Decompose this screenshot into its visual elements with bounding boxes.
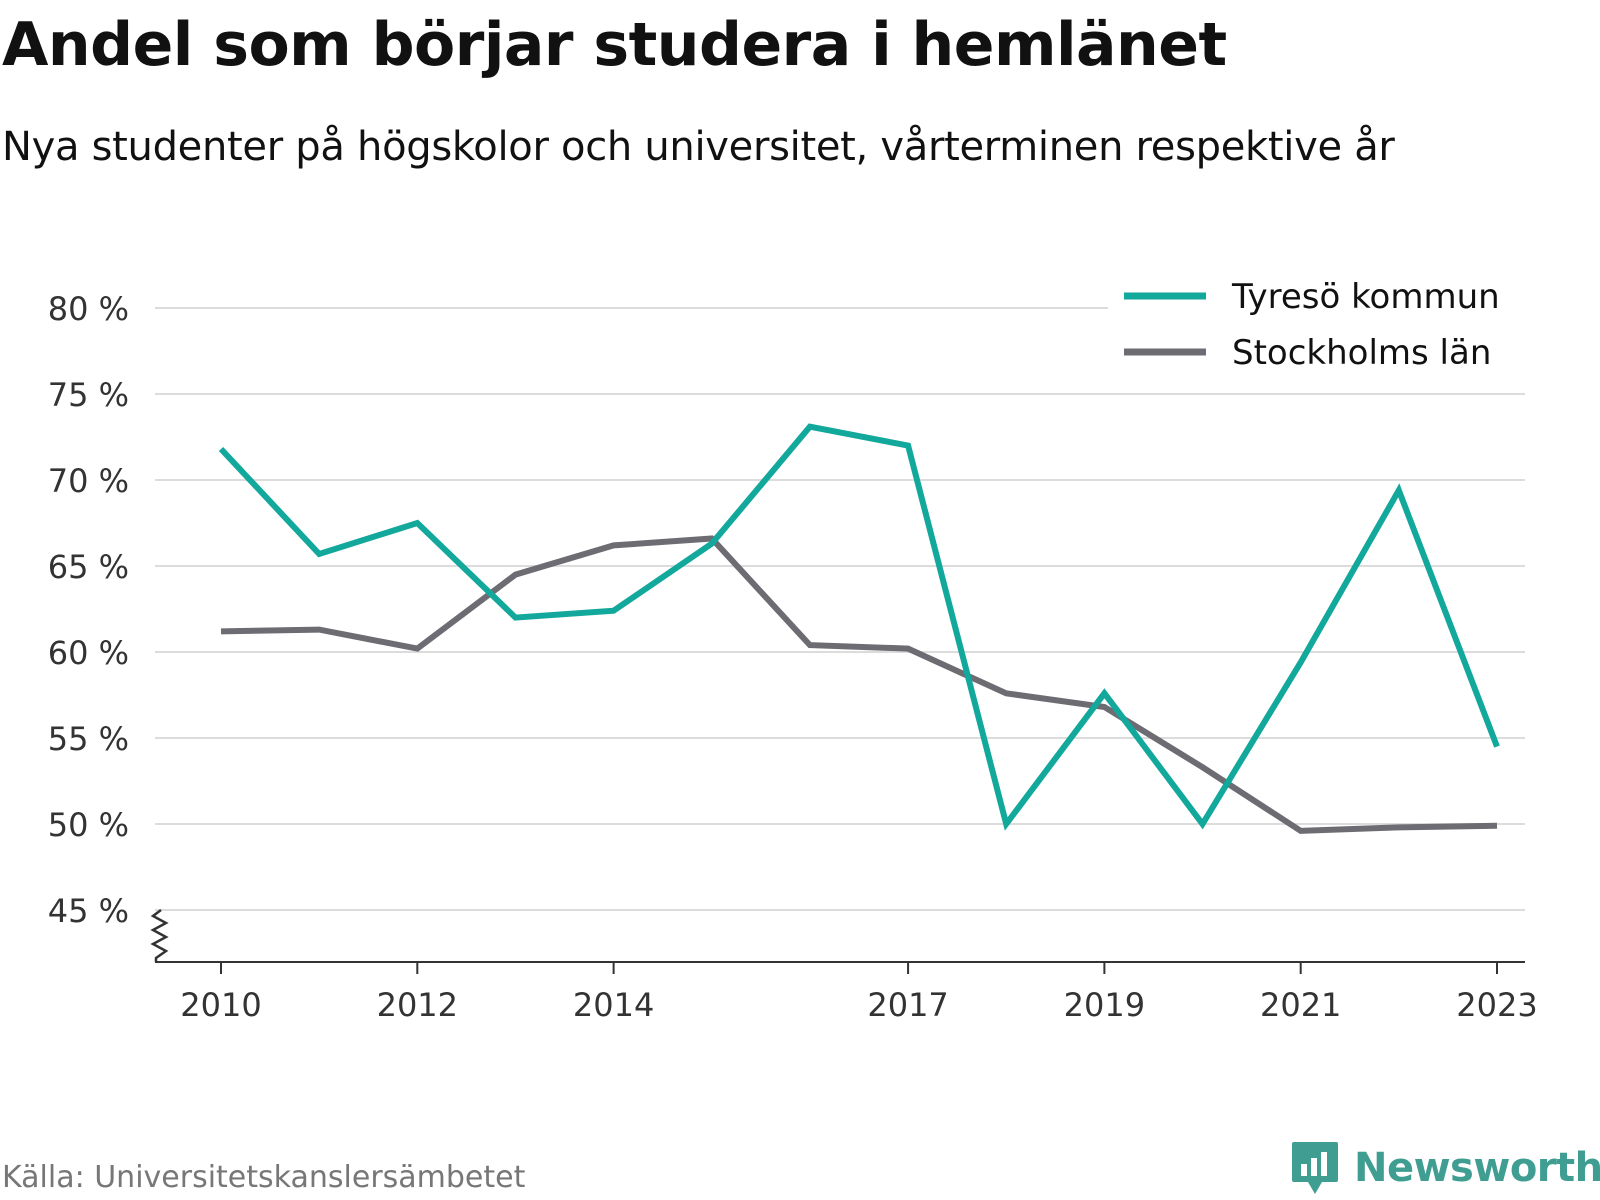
axis-break-icon — [150, 909, 169, 962]
y-tick-label: 70 % — [48, 462, 129, 500]
legend: Tyresö kommun Stockholms län — [1108, 268, 1528, 388]
x-tick-label: 2012 — [377, 986, 458, 1024]
series-line-tyres-kommun — [218, 423, 1500, 831]
y-tick-label: 80 % — [48, 290, 129, 328]
x-tick-label: 2023 — [1456, 986, 1537, 1024]
source-note: Källa: Universitetskanslersämbetet — [2, 1160, 526, 1195]
y-tick-label: 50 % — [48, 806, 129, 844]
x-tick-label: 2019 — [1064, 986, 1145, 1024]
x-tick-label: 2010 — [180, 986, 261, 1024]
grid-lines — [155, 307, 1525, 911]
legend-label: Stockholms län — [1232, 333, 1491, 373]
y-tick-label: 65 % — [48, 548, 129, 586]
chart-title: Andel som börjar studera i hemlänet — [2, 10, 1227, 80]
x-tick-label: 2017 — [867, 986, 948, 1024]
y-axis-labels: 45 % 50 % 55 % 60 % 65 % 70 % 75 % 80 % — [48, 290, 129, 930]
y-tick-label: 55 % — [48, 720, 129, 758]
x-tick-label: 2014 — [573, 986, 654, 1024]
legend-background — [1108, 268, 1528, 388]
y-tick-label: 60 % — [48, 634, 129, 672]
newsworthy-logo-icon — [1292, 1142, 1338, 1194]
x-tick-label: 2021 — [1260, 986, 1341, 1024]
y-tick-label: 45 % — [48, 892, 129, 930]
newsworthy-logo: Newsworthy — [1290, 1140, 1600, 1196]
x-axis: 2010 2012 2014 2017 2019 2021 2023 — [150, 909, 1538, 1024]
brand-name: Newsworthy — [1354, 1145, 1600, 1191]
y-tick-label: 75 % — [48, 376, 129, 414]
legend-label: Tyresö kommun — [1231, 277, 1500, 317]
chart-subtitle: Nya studenter på högskolor och universit… — [2, 124, 1395, 170]
series-lines — [218, 423, 1500, 834]
series-line-stockholms-l-n — [220, 535, 1498, 834]
